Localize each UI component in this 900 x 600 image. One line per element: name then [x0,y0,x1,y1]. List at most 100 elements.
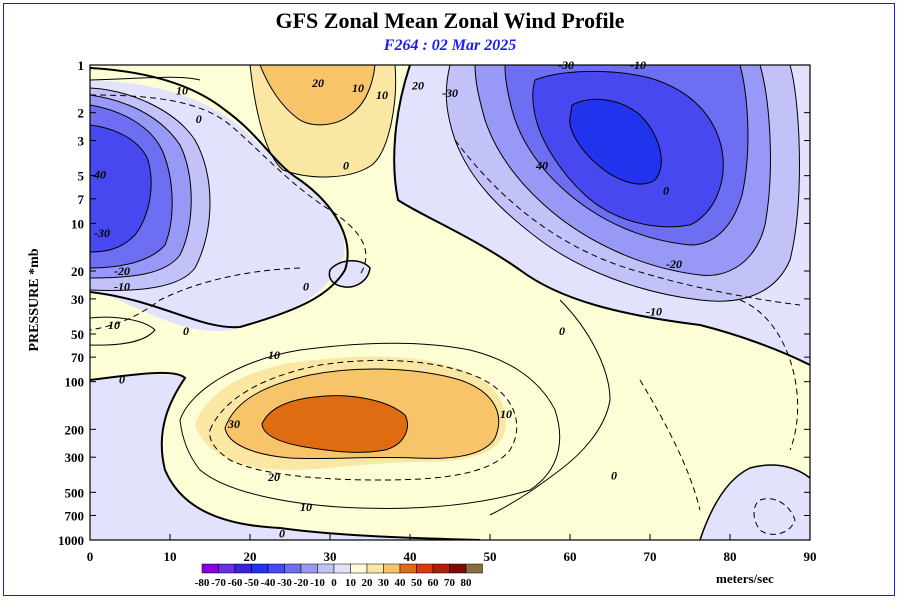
y-tick-label: 10 [71,216,84,231]
colorbar-swatch [267,563,285,574]
colorbar-label: -70 [211,577,226,589]
contour-minus50-upper-right [569,98,662,185]
contour-label: 30 [227,417,240,431]
colorbar-swatch [300,563,318,574]
colorbar-label: 10 [345,577,357,589]
colorbar-label: -10 [310,577,325,589]
fill-negative-island [329,260,370,288]
contour-label: -30 [442,86,458,100]
plot-border [89,64,811,541]
contour-minus10-upper-right [445,65,800,302]
zero-contour-upper-left [90,67,349,329]
contour-label: 10 [352,81,364,95]
colorbar-label: 60 [428,577,440,589]
colorbar-label: 70 [444,577,456,589]
contour-minus40-upper-right [532,70,724,228]
colorbar-swatch [350,563,368,574]
fill-minus50-upper-right [569,99,662,185]
colorbar-swatch [416,563,434,574]
contour-label: 0 [343,158,349,172]
ten-contour-upper-left [90,76,201,81]
zero-contour-island [328,260,371,288]
contour-fills [90,65,810,540]
contour-label: 10 [500,407,512,421]
contour-label: 0 [183,324,189,338]
colorbar-label: 20 [362,577,374,589]
contour-label: 10 [376,88,388,102]
x-tick-label: 10 [164,549,177,564]
contour-label: -10 [114,279,130,293]
contour-label: -20 [114,264,130,278]
y-tick-label: 70 [71,350,84,365]
contour-label: 0 [611,468,617,482]
x-tick-label: 30 [324,549,337,564]
fill-plus20-upper [260,65,375,125]
contour-label: 0 [196,112,202,126]
contour-label: 20 [411,79,424,93]
y-tick-label: 200 [65,422,85,437]
y-tick-label: 300 [65,450,85,465]
contour-label: 10 [176,84,188,98]
dashed-contour-1 [90,94,367,276]
y-tick-label: 1000 [58,533,84,548]
contour-label: 10 [268,348,280,362]
colorbar-label: -80 [195,577,210,589]
y-tick-label: 5 [78,169,85,184]
colorbar-swatch [201,563,219,574]
contour-label: 0 [303,279,309,293]
y-tick-label: 30 [71,292,84,307]
colorbar-swatch [218,563,236,574]
colorbar-swatch [284,563,302,574]
ten-contour-right [489,299,611,516]
y-tick-label: 500 [65,485,85,500]
colorbar-swatch [251,563,269,574]
ten-contour-upper [249,65,397,178]
contour-label: -20 [666,257,682,271]
x-tick-label: 70 [644,549,657,564]
y-tick-label: 3 [78,134,85,149]
x-axis: 0 10 20 30 40 50 60 70 80 90 [87,534,817,564]
colorbar-swatch [234,563,252,574]
dashed-contour-2 [454,139,801,306]
colorbar-label: 30 [378,577,390,589]
contour-plus20-upper [259,65,376,126]
contour-label: 0 [663,183,669,197]
y-tick-label: 7 [78,192,85,207]
y-tick-label: 50 [71,327,84,342]
colorbar-swatch [432,563,450,574]
y-tick-label: 100 [65,375,85,390]
y-tick-label: 700 [65,508,85,523]
colorbar-swatch [399,563,417,574]
contour-label: 20 [267,470,280,484]
contour-label: -30 [94,226,110,240]
colorbar-swatch [449,563,467,574]
ten-contour-left [90,316,156,346]
colorbar-label: 0 [331,577,337,589]
y-tick-label: 20 [71,264,84,279]
chart-title: GFS Zonal Mean Zonal Wind Profile [275,8,625,33]
colorbar-swatch [333,563,351,574]
zero-contour-lower-right [699,464,810,540]
colorbar-label: -60 [228,577,243,589]
x-tick-label: 0 [87,549,94,564]
contour-minus40-upper-left [90,124,152,253]
y-tick-label: 2 [78,106,85,121]
contour-minus10-upper-left [90,87,211,291]
chart-subtitle: F264 : 02 Mar 2025 [383,37,517,54]
colorbar-swatch [366,563,384,574]
contour-minus20-upper-left [90,94,192,279]
ten-contour-jet [179,342,561,509]
dashed-contour-4 [209,359,518,481]
colorbar-units-label: meters/sec [716,571,774,586]
contour-label: 20 [311,76,324,90]
contour-minus30-upper-right [504,65,749,246]
dashed-contour-5 [90,267,301,331]
colorbar-label: 40 [395,577,407,589]
contour-minus20-upper-right [474,65,771,276]
contour-label: -40 [90,167,106,181]
contour-plus20-jet [224,368,500,460]
colorbar-label: -20 [294,577,309,589]
contour-plus30-jet [261,395,408,453]
